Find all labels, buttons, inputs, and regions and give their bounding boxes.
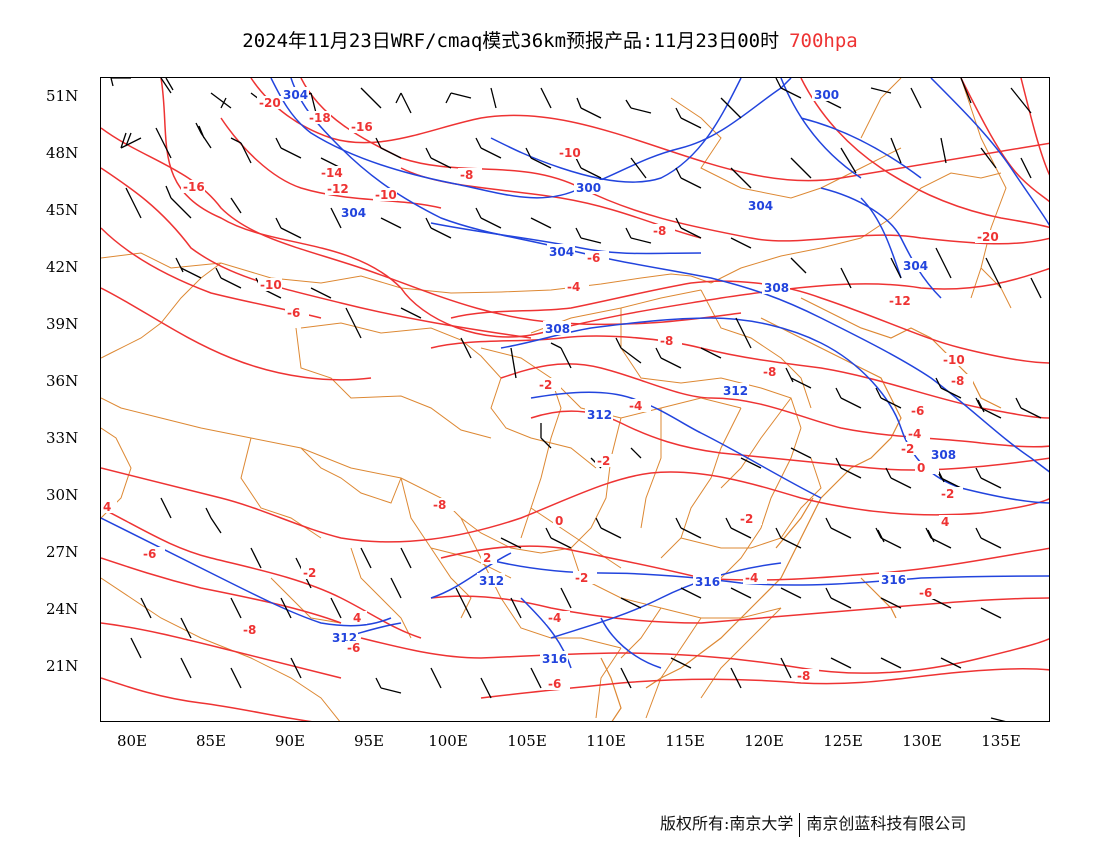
- temp-label: -2: [539, 378, 552, 392]
- map-plot-area[interactable]: 304 304 300 304 304 300 308 308 312 312 …: [100, 77, 1050, 722]
- lat-label-33n: 33N: [46, 429, 79, 447]
- height-label: 304: [341, 206, 366, 220]
- height-label: 300: [814, 88, 839, 102]
- height-label: 308: [545, 322, 570, 336]
- height-label: 316: [695, 575, 720, 589]
- height-label: 304: [903, 259, 928, 273]
- wind-barbs: [110, 78, 1042, 721]
- temp-label: -8: [243, 623, 256, 637]
- lon-label-120e: 120E: [744, 732, 784, 750]
- height-label: 308: [764, 281, 789, 295]
- title-main: 2024年11月23日WRF/cmaq模式36km预报产品:11月23日00时: [242, 30, 780, 52]
- lat-label-27n: 27N: [46, 543, 79, 561]
- temp-label: -4: [745, 571, 758, 585]
- temp-label: -18: [309, 111, 331, 125]
- lon-label-100e: 100E: [428, 732, 468, 750]
- height-labels: 304 304 300 304 304 300 308 308 312 312 …: [281, 87, 957, 666]
- temp-label: 4: [941, 515, 949, 529]
- temp-label: -16: [183, 180, 205, 194]
- boundary-lines: [101, 78, 1012, 721]
- temp-label: -6: [911, 404, 924, 418]
- lat-label-39n: 39N: [46, 315, 79, 333]
- temp-label: -6: [548, 677, 561, 691]
- height-label: 312: [479, 574, 504, 588]
- lon-label-95e: 95E: [353, 732, 385, 750]
- temp-label: -12: [889, 294, 911, 308]
- height-label: 304: [748, 199, 773, 213]
- temp-label: -8: [951, 374, 964, 388]
- temp-label: -8: [660, 334, 673, 348]
- credit-left: 版权所有:南京大学: [660, 814, 794, 833]
- temp-label: -14: [321, 166, 343, 180]
- temp-label: -8: [653, 224, 666, 238]
- lon-label-115e: 115E: [665, 732, 705, 750]
- lat-label-45n: 45N: [46, 201, 79, 219]
- temp-label: 4: [103, 500, 111, 514]
- lat-label-42n: 42N: [46, 258, 79, 276]
- temp-label: -10: [559, 146, 581, 160]
- lat-label-21n: 21N: [46, 657, 79, 675]
- temp-label: -2: [575, 571, 588, 585]
- map-canvas: 304 304 300 304 304 300 308 308 312 312 …: [101, 78, 1049, 721]
- temp-label: -2: [941, 487, 954, 501]
- copyright-credit: 版权所有:南京大学 南京创蓝科技有限公司: [660, 810, 966, 837]
- temp-label: -2: [303, 566, 316, 580]
- temp-label: -6: [143, 547, 156, 561]
- height-label: 300: [576, 181, 601, 195]
- temp-label: -8: [763, 365, 776, 379]
- map-title: 2024年11月23日WRF/cmaq模式36km预报产品:11月23日00时 7…: [0, 26, 1100, 53]
- lon-label-85e: 85E: [195, 732, 227, 750]
- temp-label: -4: [567, 280, 580, 294]
- temp-label: -16: [351, 120, 373, 134]
- temp-label: 0: [555, 514, 563, 528]
- lon-label-105e: 105E: [507, 732, 547, 750]
- lon-label-125e: 125E: [823, 732, 863, 750]
- temp-label: 2: [483, 551, 491, 565]
- temp-label: -8: [797, 669, 810, 683]
- lon-label-90e: 90E: [274, 732, 306, 750]
- temp-label: -10: [375, 188, 397, 202]
- temp-label: -12: [327, 182, 349, 196]
- height-label: 304: [549, 245, 574, 259]
- height-label: 312: [723, 384, 748, 398]
- temp-label: -4: [908, 427, 921, 441]
- lat-label-24n: 24N: [46, 600, 79, 618]
- temp-label: -6: [287, 306, 300, 320]
- temp-label: -20: [977, 230, 999, 244]
- temp-label: -10: [260, 278, 282, 292]
- temp-label: 4: [353, 611, 361, 625]
- height-label: 312: [587, 408, 612, 422]
- temp-label: -8: [433, 498, 446, 512]
- temp-label: -6: [587, 251, 600, 265]
- height-label: 304: [283, 88, 308, 102]
- lat-label-48n: 48N: [46, 144, 79, 162]
- credit-separator: [799, 812, 801, 837]
- temp-label: -20: [259, 96, 281, 110]
- height-label: 308: [931, 448, 956, 462]
- lat-label-30n: 30N: [46, 486, 79, 504]
- temp-label: -4: [629, 399, 642, 413]
- temp-label: -6: [919, 586, 932, 600]
- credit-right: 南京创蓝科技有限公司: [806, 814, 967, 833]
- temp-label: -10: [943, 353, 965, 367]
- lat-label-51n: 51N: [46, 87, 79, 105]
- temp-label: -2: [597, 454, 610, 468]
- temp-label: -8: [460, 168, 473, 182]
- lat-label-36n: 36N: [46, 372, 79, 390]
- lon-label-80e: 80E: [116, 732, 148, 750]
- temperature-labels: -20 -18 -16 -16 -14 -12 -10 -10 -8 -8 -6…: [101, 96, 999, 691]
- lon-label-130e: 130E: [902, 732, 942, 750]
- temp-label: 0: [917, 461, 925, 475]
- temp-label: -2: [901, 442, 914, 456]
- height-label: 316: [542, 652, 567, 666]
- lon-label-110e: 110E: [586, 732, 626, 750]
- temp-label: -6: [347, 641, 360, 655]
- temp-label: -2: [740, 512, 753, 526]
- lon-label-135e: 135E: [981, 732, 1021, 750]
- height-label: 316: [881, 573, 906, 587]
- temp-label: -4: [548, 611, 561, 625]
- title-level: 700hpa: [789, 30, 858, 52]
